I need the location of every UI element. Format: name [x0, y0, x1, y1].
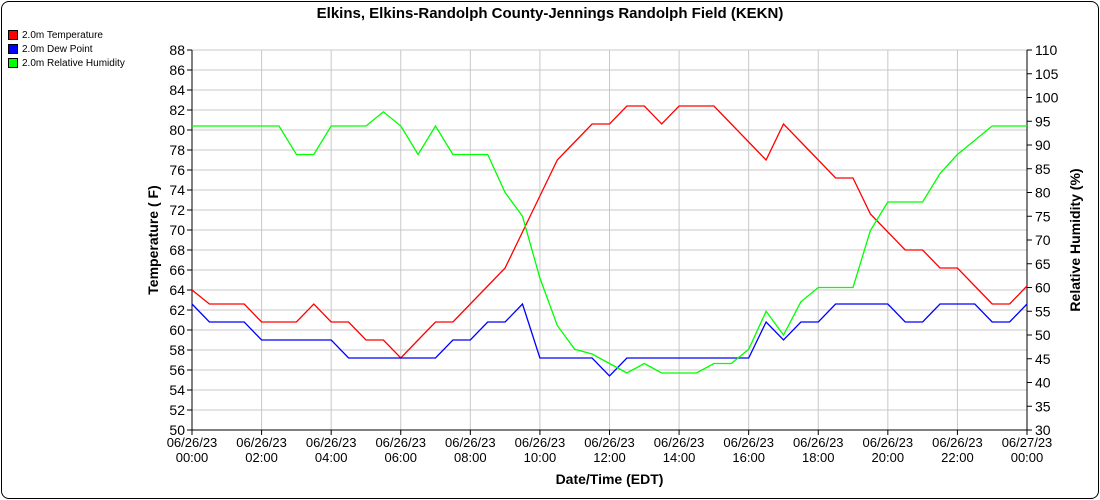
y-tick-label: 52 — [169, 402, 185, 418]
y2-tick-label: 70 — [1035, 232, 1051, 248]
chart-title: Elkins, Elkins-Randolph County-Jennings … — [316, 5, 784, 22]
y2-tick-label: 65 — [1035, 256, 1051, 272]
legend-item-humidity: 2.0m Relative Humidity — [8, 56, 125, 70]
y2-tick-label: 35 — [1035, 398, 1051, 414]
y-tick-label: 64 — [169, 282, 185, 298]
x-tick-time: 20:00 — [872, 450, 905, 465]
x-tick-date: 06/26/23 — [793, 435, 844, 450]
x-tick-date: 06/26/23 — [306, 435, 357, 450]
legend-label: 2.0m Dew Point — [22, 43, 93, 55]
x-tick-time: 04:00 — [315, 450, 348, 465]
y-tick-label: 50 — [169, 422, 185, 438]
series-line-2 — [192, 110, 1027, 374]
legend-label: 2.0m Temperature — [22, 29, 103, 41]
x-tick-date: 06/26/23 — [584, 435, 635, 450]
legend-item-dew-point: 2.0m Dew Point — [8, 42, 125, 56]
y2-tick-label: 55 — [1035, 303, 1051, 319]
x-tick-date: 06/26/23 — [445, 435, 496, 450]
y2-tick-label: 80 — [1035, 185, 1051, 201]
x-tick-date: 06/27/23 — [1002, 435, 1053, 450]
y2-tick-label: 100 — [1035, 90, 1059, 106]
x-tick-date: 06/26/23 — [863, 435, 914, 450]
y2-tick-label: 75 — [1035, 208, 1051, 224]
y-tick-label: 70 — [169, 222, 185, 238]
x-tick-time: 14:00 — [663, 450, 696, 465]
y-tick-label: 80 — [169, 122, 185, 138]
legend-swatch-temperature — [8, 30, 18, 40]
y2-tick-label: 85 — [1035, 161, 1051, 177]
y-tick-label: 58 — [169, 342, 185, 358]
legend-item-temperature: 2.0m Temperature — [8, 28, 125, 42]
y2-tick-label: 60 — [1035, 280, 1051, 296]
x-tick-time: 16:00 — [732, 450, 765, 465]
y-tick-label: 66 — [169, 262, 185, 278]
y2-tick-label: 45 — [1035, 351, 1051, 367]
y2-tick-label: 50 — [1035, 327, 1051, 343]
y-tick-label: 88 — [169, 42, 185, 58]
series-line-1 — [191, 302, 1028, 377]
x-tick-time: 00:00 — [1011, 450, 1044, 465]
x-tick-time: 06:00 — [384, 450, 417, 465]
y-tick-label: 56 — [169, 362, 185, 378]
legend-swatch-humidity — [8, 58, 18, 68]
legend-label: 2.0m Relative Humidity — [22, 57, 125, 69]
x-tick-date: 06/26/23 — [932, 435, 983, 450]
y-tick-label: 86 — [169, 62, 185, 78]
x-tick-date: 06/26/23 — [167, 435, 218, 450]
y-tick-label: 68 — [169, 242, 185, 258]
x-tick-time: 02:00 — [245, 450, 278, 465]
x-tick-date: 06/26/23 — [236, 435, 287, 450]
y-tick-label: 78 — [169, 142, 185, 158]
y-tick-label: 84 — [169, 82, 185, 98]
y2-tick-label: 110 — [1035, 42, 1058, 58]
y-tick-label: 62 — [169, 302, 185, 318]
legend: 2.0m Temperature 2.0m Dew Point 2.0m Rel… — [8, 28, 125, 70]
x-axis-label: Date/Time (EDT) — [556, 471, 664, 487]
y-axis-label: Temperature ( F) — [145, 185, 161, 294]
x-tick-time: 18:00 — [802, 450, 835, 465]
x-tick-time: 12:00 — [593, 450, 626, 465]
x-tick-time: 08:00 — [454, 450, 487, 465]
y-tick-label: 82 — [169, 102, 185, 118]
x-tick-date: 06/26/23 — [515, 435, 566, 450]
x-tick-time: 10:00 — [524, 450, 557, 465]
y2-tick-label: 95 — [1035, 113, 1051, 129]
y2-axis-label: Relative Humidity (%) — [1067, 168, 1083, 311]
y-tick-label: 54 — [169, 382, 185, 398]
y2-tick-label: 105 — [1035, 66, 1059, 82]
y2-tick-label: 90 — [1035, 137, 1051, 153]
x-tick-time: 00:00 — [176, 450, 209, 465]
x-tick-date: 06/26/23 — [375, 435, 426, 450]
y-tick-label: 76 — [169, 162, 185, 178]
y2-tick-label: 40 — [1035, 375, 1051, 391]
x-tick-date: 06/26/23 — [723, 435, 774, 450]
x-tick-time: 22:00 — [941, 450, 974, 465]
legend-swatch-dew-point — [8, 44, 18, 54]
series-line-0 — [191, 105, 1028, 359]
y-tick-label: 60 — [169, 322, 185, 338]
y2-tick-label: 30 — [1035, 422, 1051, 438]
y-tick-label: 72 — [169, 202, 185, 218]
x-tick-date: 06/26/23 — [654, 435, 705, 450]
y-tick-label: 74 — [169, 182, 185, 198]
